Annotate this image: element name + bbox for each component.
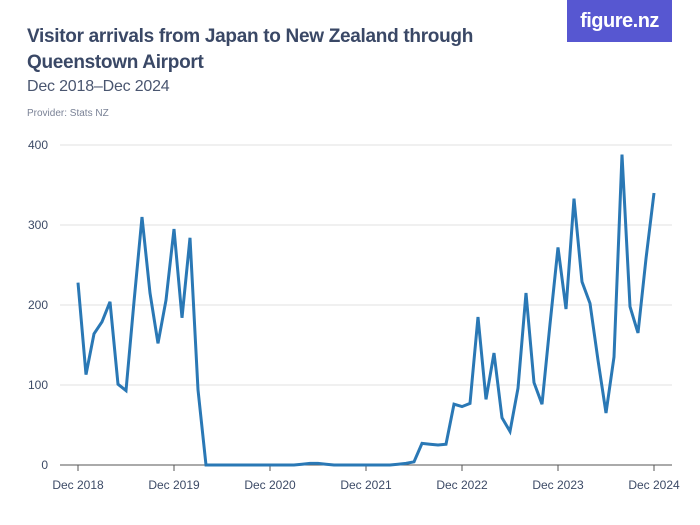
data-point [378, 461, 386, 469]
data-point [202, 461, 210, 469]
data-point [370, 461, 378, 469]
y-tick-label: 400 [28, 138, 48, 152]
data-point [386, 461, 394, 469]
data-point [522, 289, 530, 297]
data-point [410, 458, 418, 466]
x-tick-label: Dec 2020 [244, 478, 296, 492]
data-point [570, 195, 578, 203]
data-point [274, 461, 282, 469]
data-point [162, 296, 170, 304]
chart-subtitle: Dec 2018–Dec 2024 [27, 78, 170, 95]
data-point [546, 320, 554, 328]
data-point [650, 189, 658, 197]
data-point [338, 461, 346, 469]
data-point [218, 461, 226, 469]
data-point [266, 461, 274, 469]
data-point [330, 461, 338, 469]
data-point [618, 151, 626, 159]
data-point [514, 384, 522, 392]
data-point [74, 279, 82, 287]
chart-title: Visitor arrivals from Japan to New Zeala… [27, 26, 474, 73]
data-point [610, 353, 618, 361]
data-point [586, 299, 594, 307]
data-point [530, 379, 538, 387]
data-point [346, 461, 354, 469]
data-point [426, 440, 434, 448]
data-point [482, 395, 490, 403]
data-point [178, 314, 186, 322]
data-point [578, 278, 586, 286]
data-point [210, 461, 218, 469]
data-point [506, 427, 514, 435]
data-point [298, 460, 306, 468]
data-point [226, 461, 234, 469]
data-point [354, 461, 362, 469]
data-point [450, 400, 458, 408]
figure-nz-logo[interactable]: figure.nz [567, 0, 672, 42]
data-point [554, 243, 562, 251]
data-point [154, 339, 162, 347]
data-point [290, 461, 298, 469]
data-point [282, 461, 290, 469]
data-point [418, 439, 426, 447]
y-tick-label: 300 [28, 218, 48, 232]
x-tick-label: Dec 2023 [532, 478, 584, 492]
data-point [442, 440, 450, 448]
x-tick-label: Dec 2018 [52, 478, 104, 492]
x-tick-label: Dec 2022 [436, 478, 488, 492]
data-point [642, 255, 650, 263]
data-point [434, 441, 442, 449]
data-point [538, 400, 546, 408]
data-point [466, 399, 474, 407]
data-point [362, 461, 370, 469]
y-tick-label: 200 [28, 298, 48, 312]
data-point [402, 459, 410, 467]
data-point [130, 298, 138, 306]
data-point [186, 234, 194, 242]
data-point [498, 414, 506, 422]
x-tick-label: Dec 2024 [628, 478, 680, 492]
data-point [250, 461, 258, 469]
data-point [634, 329, 642, 337]
series-line [76, 154, 656, 467]
data-point [490, 349, 498, 357]
y-tick-label: 100 [28, 378, 48, 392]
data-point [626, 303, 634, 311]
data-point [90, 330, 98, 338]
data-point [306, 459, 314, 467]
data-point [234, 461, 242, 469]
data-point [458, 403, 466, 411]
data-point [82, 371, 90, 379]
data-point [114, 380, 122, 388]
data-point [98, 318, 106, 326]
provider-label: Provider: Stats NZ [27, 108, 109, 119]
data-point [122, 387, 130, 395]
data-point [474, 313, 482, 321]
y-tick-label: 0 [41, 458, 48, 472]
data-point [194, 386, 202, 394]
x-tick-label: Dec 2021 [340, 478, 392, 492]
data-point [562, 305, 570, 313]
x-tick-label: Dec 2019 [148, 478, 200, 492]
data-point [138, 213, 146, 221]
data-point [394, 460, 402, 468]
data-point [242, 461, 250, 469]
data-point [322, 460, 330, 468]
data-point [594, 356, 602, 364]
data-point [258, 461, 266, 469]
data-point [314, 459, 322, 467]
data-point [146, 289, 154, 297]
data-point [602, 409, 610, 417]
data-point [106, 298, 114, 306]
data-point [170, 225, 178, 233]
